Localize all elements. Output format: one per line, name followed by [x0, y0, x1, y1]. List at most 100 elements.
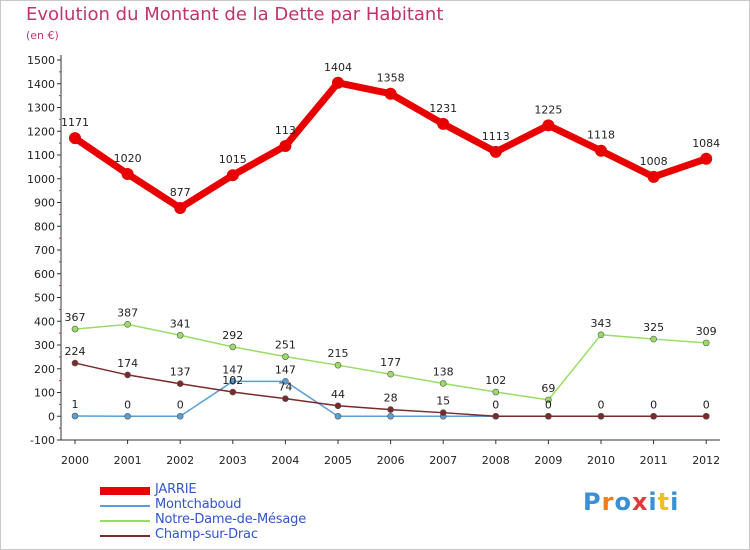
y-tick-label: -100 [30, 434, 55, 447]
x-tick-label: 2001 [114, 454, 142, 467]
y-tick-label: 100 [34, 387, 55, 400]
data-point [334, 402, 342, 410]
data-point [387, 406, 394, 413]
data-point [489, 145, 502, 158]
data-point [439, 409, 447, 416]
data-label: 0 [703, 398, 710, 411]
data-point [597, 331, 605, 339]
data-point [279, 139, 292, 152]
data-label: 292 [222, 329, 243, 342]
data-label: 137 [170, 366, 191, 379]
data-label: 1171 [61, 116, 89, 129]
data-point [387, 412, 394, 420]
data-label: 147 [275, 363, 296, 376]
data-label: 1118 [587, 129, 615, 142]
data-label: 1225 [534, 103, 562, 116]
data-point [282, 378, 289, 385]
data-point [69, 132, 81, 145]
data-point [282, 353, 289, 360]
y-tick-label: 500 [34, 292, 55, 305]
data-label: 113 [275, 124, 296, 137]
data-point [332, 76, 344, 89]
data-label: 177 [380, 356, 401, 369]
data-point [226, 169, 239, 182]
data-point [595, 144, 607, 157]
proxiti-logo: Proxiti [583, 488, 679, 516]
data-point [437, 117, 450, 130]
logo-letter: x [631, 488, 649, 516]
data-point [229, 378, 237, 385]
x-tick-label: 2005 [324, 454, 352, 467]
logo-letter: o [614, 488, 632, 516]
data-label: 1015 [219, 153, 247, 166]
data-point [124, 412, 131, 420]
logo-letter: P [583, 488, 602, 516]
data-point [124, 371, 131, 379]
data-label: 147 [222, 363, 243, 376]
data-label: 174 [117, 357, 138, 370]
y-tick-label: 200 [34, 363, 55, 376]
data-label: 341 [170, 317, 191, 330]
data-label: 69 [541, 382, 555, 395]
data-label: 0 [545, 398, 552, 411]
data-point [229, 388, 237, 396]
x-tick-label: 2009 [534, 454, 562, 467]
data-point [545, 396, 552, 404]
data-label: 0 [124, 398, 131, 411]
data-point [176, 331, 184, 339]
y-tick-label: 700 [34, 244, 55, 257]
data-label: 367 [65, 311, 86, 324]
legend-swatch [100, 520, 150, 522]
x-tick-label: 2004 [271, 454, 299, 467]
data-label: 1084 [692, 137, 720, 150]
y-tick-label: 400 [34, 315, 55, 328]
x-tick-label: 2008 [482, 454, 510, 467]
data-label: 251 [275, 339, 296, 352]
data-label: 309 [696, 325, 717, 338]
data-point [597, 412, 605, 420]
legend-label: JARRIE [155, 482, 197, 497]
data-point [542, 119, 555, 132]
data-point [174, 201, 187, 214]
data-point [71, 325, 79, 333]
data-label: 138 [433, 365, 454, 378]
data-label: 0 [598, 398, 605, 411]
data-label: 325 [643, 321, 664, 334]
x-tick-label: 2007 [429, 454, 457, 467]
data-point [334, 412, 342, 420]
data-label: 1113 [482, 130, 510, 143]
data-point [492, 412, 500, 420]
data-point [700, 152, 713, 165]
data-label: 387 [117, 306, 138, 319]
y-tick-label: 1300 [27, 102, 55, 115]
data-point [71, 412, 79, 420]
data-label: 0 [492, 398, 499, 411]
data-point [545, 412, 552, 420]
legend-label: Champ-sur-Drac [155, 527, 258, 542]
chart-title: Evolution du Montant de la Dette par Hab… [26, 4, 444, 25]
data-label: 1008 [640, 155, 668, 168]
data-label: 15 [436, 395, 450, 408]
y-tick-label: 900 [34, 197, 55, 210]
x-tick-label: 2002 [166, 454, 194, 467]
data-label: 0 [177, 398, 184, 411]
x-tick-label: 2010 [587, 454, 615, 467]
data-point [176, 412, 184, 420]
data-label: 0 [650, 398, 657, 411]
data-label: 224 [65, 345, 86, 358]
data-point [282, 395, 289, 402]
data-label: 102 [222, 374, 243, 387]
logo-letter: i [670, 488, 680, 516]
data-label: 1358 [377, 72, 405, 85]
x-tick-label: 2006 [377, 454, 405, 467]
data-point [439, 380, 447, 387]
data-point [121, 168, 134, 180]
data-point [647, 170, 660, 183]
line-chart: -100010020030040050060070080090010001100… [27, 54, 720, 467]
data-point [650, 335, 657, 343]
chart-subtitle: (en €) [26, 29, 59, 42]
data-point [387, 370, 394, 378]
data-point [650, 412, 657, 420]
legend-swatch [100, 535, 150, 537]
y-tick-label: 1100 [27, 149, 55, 162]
